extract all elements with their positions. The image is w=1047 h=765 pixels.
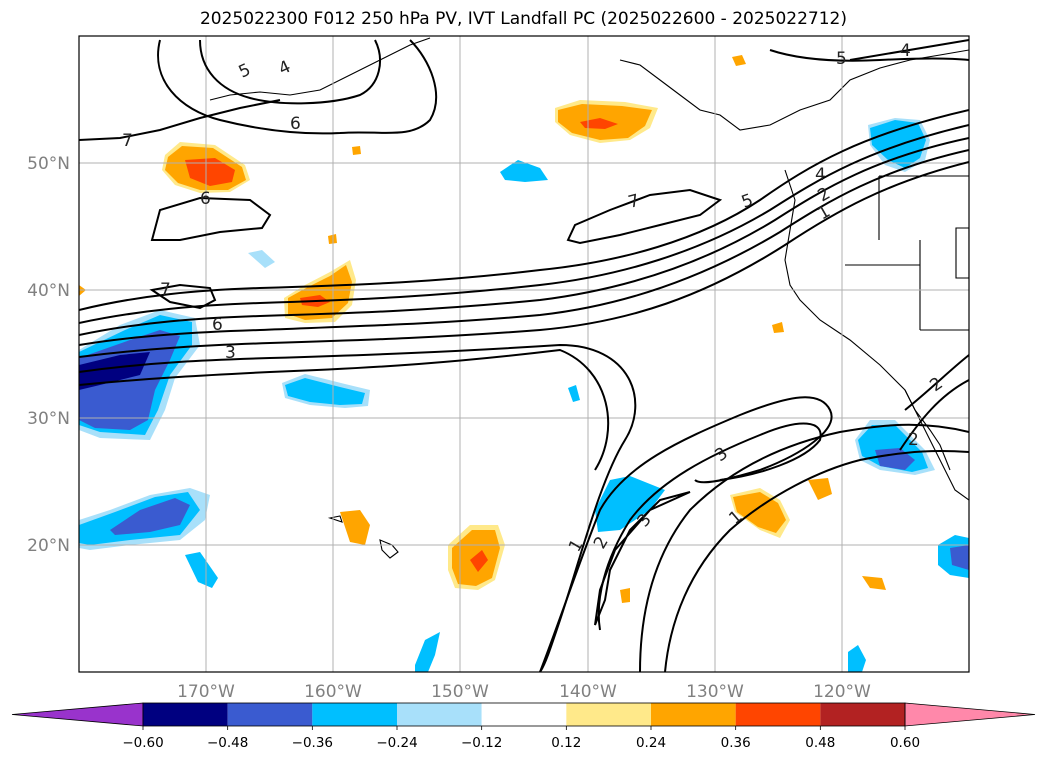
- lon-tick-label: 120°W: [813, 682, 871, 702]
- lat-tick-label: 30°N: [27, 409, 70, 429]
- contour-label: 7: [160, 280, 171, 300]
- pos-anomaly-mid: [732, 55, 746, 66]
- contour-label: 7: [122, 131, 133, 151]
- colorbar-tick-label: 0.60: [890, 735, 920, 751]
- lon-tick-label: 130°W: [686, 682, 744, 702]
- neg-anomaly-strong: [950, 545, 969, 570]
- pos-anomaly-mid: [352, 146, 361, 155]
- neg-anomaly-mid: [285, 378, 365, 405]
- pos-anomaly-strong: [580, 118, 618, 129]
- lat-tick-label: 40°N: [27, 281, 70, 301]
- contour-label: 5: [739, 190, 756, 212]
- pos-anomaly-mid: [808, 478, 832, 500]
- pos-anomaly-strong: [470, 550, 488, 572]
- pos-anomaly-strong: [185, 158, 235, 186]
- neg-anomaly-mid: [870, 120, 926, 168]
- contour-label: 6: [212, 315, 223, 335]
- map-frame: [78, 35, 970, 673]
- colorbar-tick-label: −0.60: [122, 735, 163, 751]
- neg-anomaly-max: [79, 352, 150, 390]
- lat-tick-label: 20°N: [27, 536, 70, 556]
- map-area: 5 4 6 7 6 7 6 3 7 5 4 2 1 5 4 2 3 1 3 1 …: [79, 36, 969, 672]
- contour-label: 6: [290, 114, 301, 134]
- colorbar-tick-label: 0.12: [551, 735, 581, 751]
- contour-label: 2: [590, 533, 613, 552]
- lon-tick-label: 140°W: [559, 682, 617, 702]
- neg-anomaly-light: [248, 250, 275, 268]
- lat-tick-labels: 20°N 30°N 40°N 50°N: [27, 154, 70, 556]
- colorbar-segment: [651, 703, 736, 726]
- contour-label: 3: [711, 444, 731, 467]
- pos-anomaly-mid: [340, 510, 370, 545]
- colorbar-tick-label: −0.24: [376, 735, 417, 751]
- colorbar-tick-label: 0.48: [805, 735, 835, 751]
- lon-tick-labels: 170°W 160°W 150°W 140°W 130°W 120°W: [177, 682, 871, 702]
- neg-anomaly-strong: [110, 498, 190, 535]
- lon-tick-label: 150°W: [431, 682, 489, 702]
- colorbar-segment: [312, 703, 397, 726]
- contour-label: 3: [225, 343, 236, 363]
- contour-label: 5: [836, 49, 847, 69]
- contour-label: 4: [276, 57, 294, 80]
- colorbar-segment: [397, 703, 482, 726]
- pos-anomaly-mid: [620, 588, 630, 603]
- colorbar-tick-label: 0.24: [636, 735, 666, 751]
- contours: [79, 39, 969, 672]
- lon-tick-label: 170°W: [177, 682, 235, 702]
- colorbar-tick-label: −0.48: [207, 735, 248, 751]
- chart-title: 2025022300 F012 250 hPa PV, IVT Landfall…: [199, 9, 847, 29]
- neg-anomaly-mid: [500, 160, 548, 182]
- lon-tick-label: 160°W: [304, 682, 362, 702]
- contour-label: 4: [900, 41, 911, 61]
- pos-anomaly-mid: [862, 576, 886, 590]
- colorbar: −0.60 −0.48 −0.36 −0.24 −0.12 0.12 0.24 0.36 0.4…: [11, 702, 1036, 751]
- contour-label: 7: [626, 191, 642, 213]
- colorbar-outline: [142, 702, 906, 727]
- colorbar-segment: [820, 703, 905, 726]
- contour-label: 1: [815, 202, 834, 225]
- colorbar-extend-max: [904, 702, 1036, 727]
- neg-anomaly-mid: [848, 645, 866, 672]
- lat-tick-label: 50°N: [27, 154, 70, 174]
- colorbar-segment: [227, 703, 313, 726]
- neg-anomaly-mid: [185, 552, 218, 588]
- contour-labels: 5 4 6 7 6 7 6 3 7 5 4 2 1 5 4 2 3 1 3 1 …: [122, 41, 947, 556]
- colorbar-segment: [481, 703, 567, 726]
- pos-anomaly-mid: [288, 265, 352, 320]
- pv-shading: [79, 55, 969, 672]
- neg-anomaly-mid: [595, 476, 665, 532]
- contour-label: 6: [200, 189, 211, 209]
- contour-label: 5: [236, 60, 254, 83]
- colorbar-segment: [735, 703, 821, 726]
- colorbar-segment: [566, 703, 651, 726]
- colorbar-tick-label: −0.36: [292, 735, 333, 751]
- colorbar-tick-label: −0.12: [461, 735, 502, 751]
- neg-anomaly-light: [415, 632, 440, 672]
- contour-label: 2: [908, 430, 919, 450]
- neg-anomaly-light: [568, 385, 580, 402]
- colorbar-extend-min: [11, 702, 144, 727]
- contour-label: 4: [815, 165, 826, 185]
- pos-anomaly-mid: [772, 322, 784, 333]
- pos-anomaly-mid: [733, 492, 786, 533]
- colorbar-tick-label: 0.36: [721, 735, 751, 751]
- colorbar-segment: [143, 703, 228, 726]
